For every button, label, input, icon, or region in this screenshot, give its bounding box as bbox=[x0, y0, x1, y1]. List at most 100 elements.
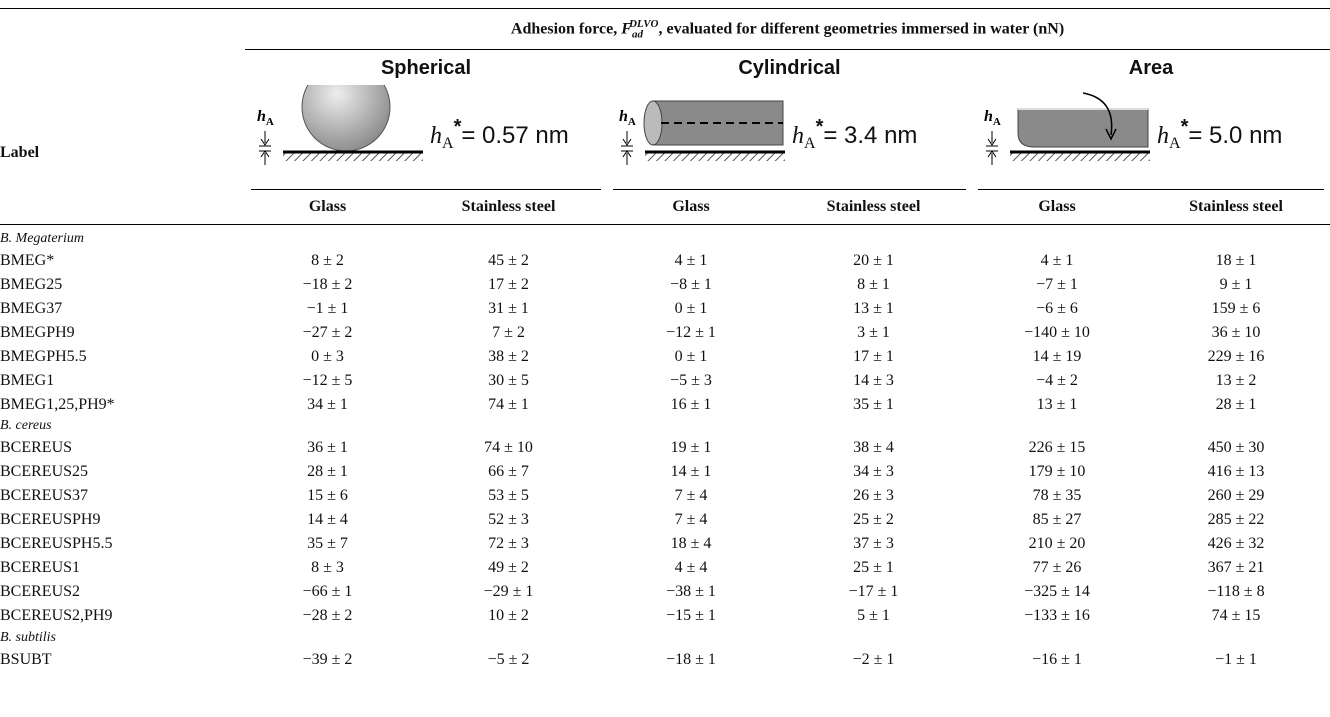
value-cell: 229 ± 16 bbox=[1207, 347, 1265, 365]
value-cell: 31 ± 1 bbox=[488, 299, 529, 317]
cutoff-sup: * bbox=[1180, 116, 1189, 138]
value-cell: 17 ± 2 bbox=[488, 275, 529, 293]
cutoff-sup: * bbox=[815, 116, 824, 138]
row-label: BMEGPH5.5 bbox=[0, 347, 87, 365]
column-header: Stainless steel bbox=[775, 190, 972, 225]
row-label: BMEG1 bbox=[0, 371, 55, 389]
value-cell: 28 ± 1 bbox=[1215, 395, 1257, 413]
section-row: B. Megaterium bbox=[0, 225, 1330, 249]
table-title: Adhesion force, FadDLVO, evaluated for d… bbox=[245, 8, 1330, 50]
data-row: BMEG25 −18 ± 2 17 ± 2 −8 ± 1 8 ± 1 −7 ± 1 9 ± … bbox=[0, 273, 1330, 297]
data-row: BCEREUS 36 ± 1 74 ± 10 19 ± 1 38 ± 4 226 ± 15… bbox=[0, 436, 1330, 460]
value-cell: 13 ± 1 bbox=[1036, 395, 1078, 413]
data-row: BMEG1 −12 ± 5 30 ± 5 −5 ± 3 14 ± 3 −4 ± 2 13 ±… bbox=[0, 369, 1330, 393]
icon-label: hA bbox=[984, 108, 1001, 128]
group-icon-cell: hA hA *= 5.0 nm bbox=[972, 80, 1330, 190]
value-cell: 74 ± 1 bbox=[488, 395, 529, 413]
value-cell: 34 ± 1 bbox=[307, 395, 348, 413]
data-row: BCEREUS25 28 ± 1 66 ± 7 14 ± 1 34 ± 3 179 ± 1… bbox=[0, 460, 1330, 484]
value-cell: 78 ± 35 bbox=[1032, 487, 1082, 504]
row-label: BCEREUS1 bbox=[0, 559, 81, 576]
data-row: BCEREUSPH5.5 35 ± 7 72 ± 3 18 ± 4 37 ± 3 210 … bbox=[0, 532, 1330, 556]
value-cell: 4 ± 1 bbox=[1040, 251, 1074, 269]
value-cell: 77 ± 26 bbox=[1032, 559, 1082, 576]
value-cell: 7 ± 4 bbox=[674, 511, 708, 528]
title-text: , evaluated for different geometries imm… bbox=[658, 20, 1065, 38]
icon-label-sub: A bbox=[993, 116, 1001, 128]
row-label: BCEREUS2 bbox=[0, 583, 81, 600]
surface bbox=[621, 130, 785, 165]
cutoff-symbol: h bbox=[430, 123, 442, 149]
value-cell: 7 ± 4 bbox=[674, 487, 708, 504]
icon-label-symbol: h bbox=[257, 108, 266, 125]
column-header: Glass bbox=[972, 190, 1142, 225]
group-icon-cell: hA hA*= 0.57 nm bbox=[245, 80, 607, 190]
value-cell: 13 ± 1 bbox=[853, 299, 894, 317]
data-row: BMEG37 −1 ± 1 31 ± 1 0 ± 1 13 ± 1 −6 ± 6 159 ±… bbox=[0, 297, 1330, 321]
value-cell: 10 ± 2 bbox=[488, 607, 529, 624]
value-cell: 36 ± 10 bbox=[1211, 323, 1261, 341]
value-cell: −140 ± 10 bbox=[1024, 323, 1090, 341]
cutoff-symbol: h bbox=[792, 123, 804, 149]
group-row: Spherical Cylindrical Area bbox=[0, 50, 1330, 81]
data-row: BCEREUS1 8 ± 3 49 ± 2 4 ± 4 25 ± 1 77 ± 26 367… bbox=[0, 556, 1330, 580]
value-cell: 37 ± 3 bbox=[853, 535, 894, 552]
value-cell: −17 ± 1 bbox=[848, 583, 899, 600]
adhesion-table: Label Adhesion force, FadDLVO, evaluated … bbox=[0, 8, 1330, 672]
value-cell: 66 ± 7 bbox=[488, 463, 529, 480]
section-row: B. cereus bbox=[0, 417, 1330, 437]
cutoff-value: = 5.0 nm bbox=[1188, 122, 1283, 149]
value-cell: −8 ± 1 bbox=[670, 275, 712, 293]
value-cell: 0 ± 1 bbox=[674, 347, 708, 365]
value-cell: 34 ± 3 bbox=[853, 463, 894, 480]
value-cell: 30 ± 5 bbox=[488, 371, 529, 389]
value-cell: 14 ± 19 bbox=[1032, 347, 1082, 365]
title-symbol-sup: DLVO bbox=[628, 17, 659, 30]
label-header: Label bbox=[0, 8, 245, 225]
value-cell: 450 ± 30 bbox=[1207, 439, 1265, 456]
value-cell: −7 ± 1 bbox=[1036, 275, 1078, 293]
data-row: BCEREUS2 −66 ± 1 −29 ± 1 −38 ± 1 −17 ± 1 −325… bbox=[0, 580, 1330, 604]
section-name: B. Megaterium bbox=[0, 230, 84, 246]
row-label: BCEREUS25 bbox=[0, 463, 89, 480]
value-cell: −5 ± 3 bbox=[670, 371, 712, 389]
value-cell: −66 ± 1 bbox=[302, 583, 353, 600]
value-cell: 226 ± 15 bbox=[1028, 439, 1086, 456]
data-row: BMEG1,25,PH9* 34 ± 1 74 ± 1 16 ± 1 35 ± 1 13 … bbox=[0, 393, 1330, 417]
value-cell: 7 ± 2 bbox=[492, 323, 525, 341]
icon-label: hA bbox=[619, 108, 636, 128]
value-cell: 3 ± 1 bbox=[857, 323, 890, 341]
row-label: BCEREUSPH5.5 bbox=[0, 535, 113, 552]
value-cell: 38 ± 4 bbox=[853, 439, 894, 456]
value-cell: 72 ± 3 bbox=[488, 535, 529, 552]
data-row: BMEG* 8 ± 2 45 ± 2 4 ± 1 20 ± 1 4 ± 1 18 ± 1 bbox=[0, 249, 1330, 273]
row-label: BMEG1,25,PH9* bbox=[0, 395, 115, 413]
surface bbox=[986, 130, 1150, 165]
value-cell: 45 ± 2 bbox=[488, 251, 529, 269]
value-cell: 9 ± 1 bbox=[1219, 275, 1253, 293]
value-cell: 28 ± 1 bbox=[307, 463, 348, 480]
data-row: BMEGPH5.5 0 ± 3 38 ± 2 0 ± 1 17 ± 1 14 ± 19 22… bbox=[0, 345, 1330, 369]
value-cell: −118 ± 8 bbox=[1207, 583, 1265, 600]
geometry-icon: hA bbox=[619, 100, 785, 165]
value-cell: 49 ± 2 bbox=[488, 559, 529, 576]
group-icon: hA hA*= 3.4 nm bbox=[613, 81, 966, 190]
page: Label Adhesion force, FadDLVO, evaluated … bbox=[0, 8, 1330, 717]
section-name: B. cereus bbox=[0, 418, 52, 434]
value-cell: 285 ± 22 bbox=[1207, 511, 1265, 528]
icon-label-symbol: h bbox=[984, 108, 993, 125]
row-label: BSUBT bbox=[0, 650, 52, 668]
value-cell: −133 ± 16 bbox=[1024, 607, 1090, 624]
value-cell: 35 ± 7 bbox=[307, 535, 348, 552]
icon-label: hA bbox=[257, 108, 274, 128]
row-label: BMEG37 bbox=[0, 299, 63, 317]
column-header: Stainless steel bbox=[1142, 190, 1330, 225]
value-cell: 0 ± 3 bbox=[311, 347, 344, 365]
value-cell: −6 ± 6 bbox=[1036, 299, 1078, 317]
value-cell: −27 ± 2 bbox=[302, 323, 353, 341]
title-symbol-sub: ad bbox=[631, 28, 643, 41]
geometry-icon: hA bbox=[984, 91, 1150, 165]
value-cell: −12 ± 5 bbox=[302, 371, 353, 389]
value-cell: 17 ± 1 bbox=[853, 347, 894, 365]
value-cell: 38 ± 2 bbox=[488, 347, 529, 365]
